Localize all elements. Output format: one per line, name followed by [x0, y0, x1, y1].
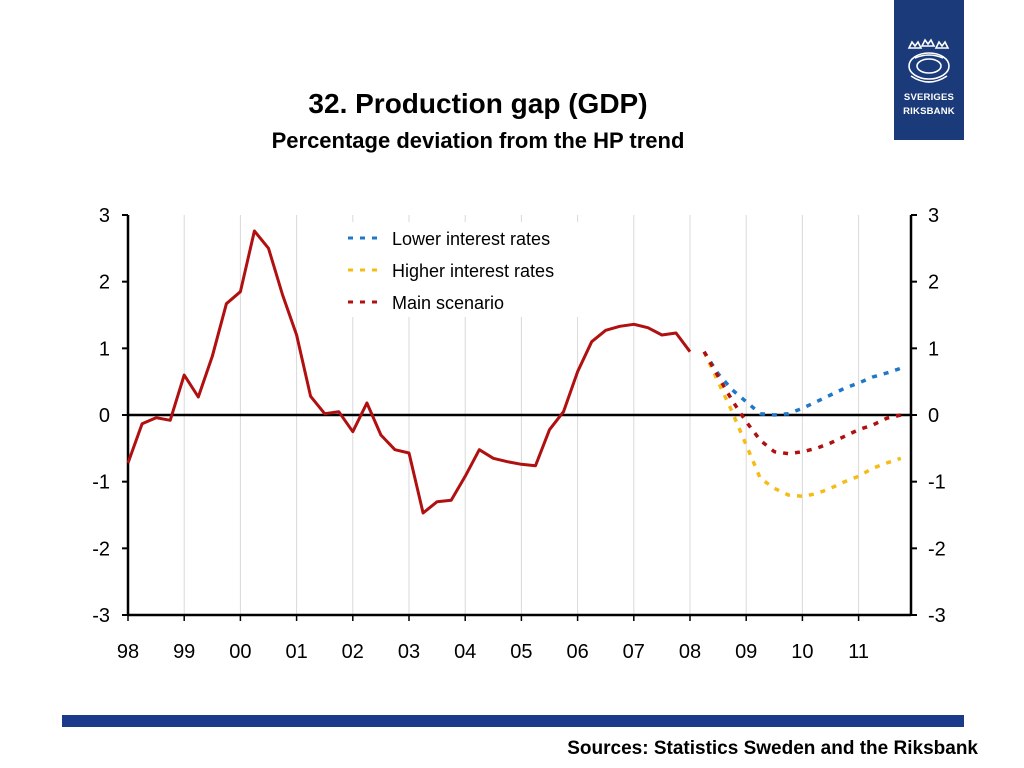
y-tick-label-left: -2 [92, 538, 110, 560]
source-note: Sources: Statistics Sweden and the Riksb… [567, 738, 978, 759]
production-gap-chart: -3 -3-2 -2-1 -10 01 12 23 398 99 00 01 02 03 04 05 06 07… [92, 205, 946, 663]
x-tick-label: 03 [398, 641, 420, 663]
y-tick-label-left: 0 [99, 405, 110, 427]
legend-label: Higher interest rates [392, 261, 554, 281]
y-tick-label-left: 1 [99, 338, 110, 360]
x-tick-label: 07 [623, 641, 645, 663]
legend-label: Lower interest rates [392, 229, 550, 249]
legend-label: Main scenario [392, 293, 504, 313]
y-tick-label-right: -1 [928, 472, 946, 494]
x-tick-label: 09 [735, 641, 757, 663]
axes: -3 -3-2 -2-1 -10 01 12 23 398 99 00 01 02 03 04 05 06 07… [92, 205, 946, 663]
x-tick-label: 02 [342, 641, 364, 663]
legend-box [333, 222, 603, 317]
y-tick-label-right: 2 [928, 272, 939, 294]
crown-emblem-icon [907, 38, 950, 83]
x-tick-label: 98 [117, 641, 139, 663]
y-tick-label-right: 0 [928, 405, 939, 427]
x-tick-label: 06 [566, 641, 588, 663]
series-line-history [126, 229, 692, 515]
y-tick-label-left: 2 [99, 272, 110, 294]
y-tick-label-right: -3 [928, 605, 946, 627]
chart-title: 32. Production gap (GDP) [308, 88, 648, 119]
legend: Lower interest rates Higher interest rate… [333, 222, 603, 317]
riksbank-logo: SVERIGES RIKSBANK [894, 0, 964, 140]
series [126, 229, 902, 515]
series-line-main-scenario [702, 350, 902, 456]
y-tick-label-left: 3 [99, 205, 110, 227]
x-tick-label: 04 [454, 641, 476, 663]
x-tick-label: 01 [285, 641, 307, 663]
x-tick-label: 11 [848, 641, 869, 663]
logo-text-sveriges: SVERIGES [903, 92, 955, 103]
x-tick-label: 05 [510, 641, 532, 663]
x-tick-label: 00 [229, 641, 251, 663]
y-tick-label-left: -1 [92, 472, 110, 494]
chart-subtitle: Percentage deviation from the HP trend [271, 128, 685, 153]
footer-bar [62, 715, 964, 727]
y-tick-label-right: 1 [928, 338, 939, 360]
x-tick-label: 10 [791, 641, 813, 663]
x-tick-label: 08 [679, 641, 701, 663]
logo-text-riksbank: RIKSBANK [903, 106, 955, 117]
x-tick-label: 99 [173, 641, 195, 663]
y-tick-label-left: -3 [92, 605, 110, 627]
series-line-higher-interest-rates [702, 350, 902, 499]
y-tick-label-right: 3 [928, 205, 939, 227]
y-tick-label-right: -2 [928, 538, 946, 560]
